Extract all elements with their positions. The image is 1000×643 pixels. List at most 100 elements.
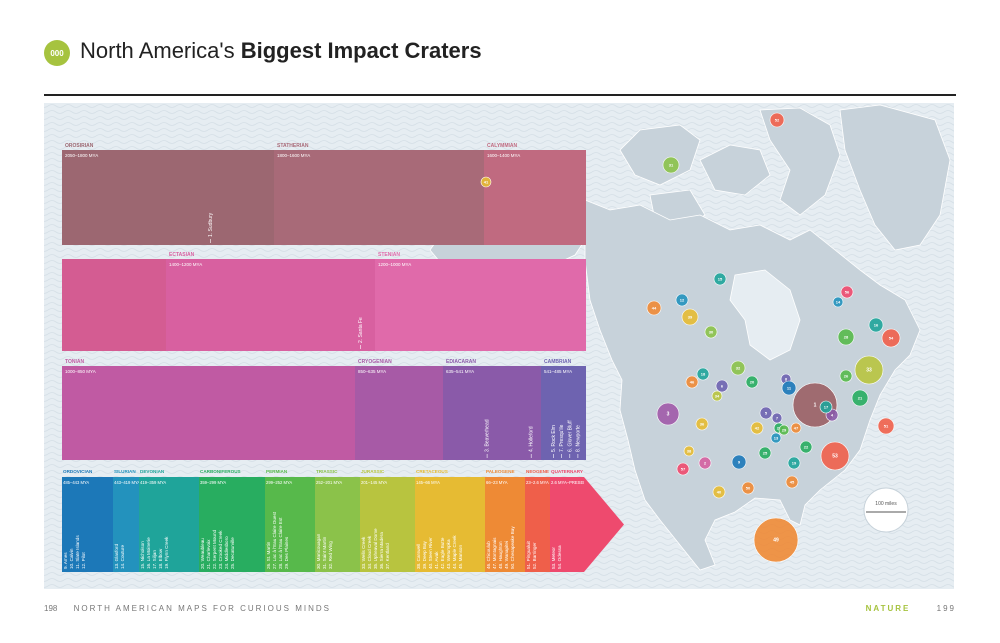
period-range: 443–419 MYA [114, 480, 140, 485]
book-title: NORTH AMERICAN MAPS FOR CURIOUS MINDS [73, 604, 332, 613]
crater-label: 5. Rock Elm [551, 425, 557, 452]
crater-marker [646, 300, 662, 316]
crater-marker [778, 424, 790, 436]
crater-number: 51 [884, 424, 889, 429]
crater-label: 15. Nicholson [140, 541, 145, 569]
crater-marker [711, 390, 723, 402]
scale-label: 100 miles [875, 501, 897, 507]
crater-markers: 123 4567891112131415161718192021222325262… [480, 112, 901, 563]
crater-label: 28. Lac à l'Eau Claire Est [278, 517, 283, 569]
crater-label: 47. Montagnais [492, 537, 497, 569]
arctic-islands [619, 107, 841, 231]
crater-marker [696, 367, 710, 381]
crater-number: 20 [750, 380, 755, 385]
title-bold: Biggest Impact Craters [240, 38, 482, 63]
crater-number: 18 [701, 372, 706, 377]
crater-number: 12 [680, 298, 685, 303]
crater-marker [758, 446, 772, 460]
timeline-arrow [584, 477, 624, 572]
footer-left: 198 NORTH AMERICAN MAPS FOR CURIOUS MIND… [44, 604, 331, 613]
period-name: TRIASSIC [316, 469, 338, 474]
crater-marker [799, 440, 813, 454]
period-name: OROSIRIAN [65, 143, 94, 149]
crater-number: 29 [782, 428, 787, 433]
crater-marker [715, 379, 729, 393]
crater-number: 4 [831, 413, 834, 418]
crater-label: 39. Deep Bay [422, 540, 427, 569]
crater-number: 40 [717, 490, 722, 495]
period-range: 23–2.6 MYA [526, 480, 549, 485]
crater-label: 22. Serpent Mound [212, 529, 217, 569]
crater-label: 25. Decaturville [230, 537, 235, 569]
crater-number: 42 [755, 426, 760, 431]
crater-marker [730, 360, 746, 376]
period-name: TONIAN [65, 359, 84, 365]
crater-number: 41 [484, 180, 489, 185]
crater-label: 54. Odessa [557, 545, 562, 569]
crater-number: 2 [704, 461, 707, 466]
period-block [485, 477, 525, 572]
period-block [139, 477, 199, 572]
period-range: 1800–1600 MYA [277, 153, 310, 158]
period-name: NEOGENE [526, 469, 549, 474]
infographic-panel: 100 miles OROSIRIAN 2050–1800 MYA STATHERI… [44, 103, 954, 589]
crater-label: 31. Saint Martin [322, 536, 327, 569]
crater-number: 47 [794, 426, 799, 431]
crater-marker [656, 402, 680, 426]
crater-number: 38 [687, 449, 692, 454]
crater-marker [759, 406, 773, 420]
crater-number: 25 [763, 451, 768, 456]
period-range: 1200–1000 MYA [378, 262, 411, 267]
crater-marker [785, 475, 799, 489]
crater-marker [770, 432, 782, 444]
crater-marker [787, 456, 801, 470]
period-range: 201–145 MYA [361, 480, 387, 485]
crater-marker [675, 293, 689, 307]
crater-label: 49. Wanapitei [504, 541, 509, 569]
period-range: 2050–1800 MYA [65, 153, 98, 158]
period-range: 1600–1400 MYA [487, 153, 520, 158]
crater-marker [769, 112, 785, 128]
crater-label: 2. Santa Fe [358, 317, 364, 343]
crater-label: 27. Lac à l'Eau Claire Ouest [272, 511, 277, 569]
crater-number: 9 [738, 460, 741, 465]
crater-label: 43. Wetumpka [446, 539, 451, 569]
crater-number: 8 [785, 377, 788, 382]
crater-label: 12. Pilot [81, 552, 86, 569]
period-range: 485–443 MYA [63, 480, 89, 485]
crater-label: 30. Manicouagan [316, 533, 321, 569]
crater-marker [771, 412, 783, 424]
crater-label: 45. Manson [458, 545, 463, 569]
crater-label: 52. Barringer [532, 542, 537, 569]
period-name: STENIAN [378, 252, 400, 258]
crater-number: 15 [718, 277, 723, 282]
section-badge: 000 [44, 40, 70, 66]
title-rule [44, 94, 956, 96]
crater-number: 6 [721, 384, 724, 389]
period-name: ORDOVICIAN [63, 469, 93, 474]
period-block [265, 477, 315, 572]
crater-number: 26 [844, 374, 849, 379]
crater-label: 13. Glasford [114, 544, 119, 569]
crater-number: 30 [709, 330, 714, 335]
title-regular: North America's [80, 38, 235, 63]
crater-label: 10. Calvin [69, 548, 74, 569]
crater-number: 54 [889, 336, 894, 341]
crater-number: 11 [787, 386, 792, 391]
period-name: EDIACARAN [446, 359, 476, 365]
period-range: 541–485 MYA [544, 369, 572, 374]
crater-label: 3. Beaverhead [485, 419, 491, 452]
crater-number: 14 [836, 300, 841, 305]
crater-label: 40. Steen River [428, 537, 433, 569]
period-block [62, 259, 166, 351]
crater-marker [662, 156, 680, 174]
crater-number: 44 [652, 306, 657, 311]
period-range: 66–23 MYA [486, 480, 508, 485]
period-block [525, 477, 550, 572]
hudson-bay [729, 269, 801, 361]
period-block [166, 259, 375, 351]
period-block [315, 477, 360, 572]
period-block [415, 477, 485, 572]
crater-marker [851, 389, 869, 407]
crater-marker [790, 422, 802, 434]
